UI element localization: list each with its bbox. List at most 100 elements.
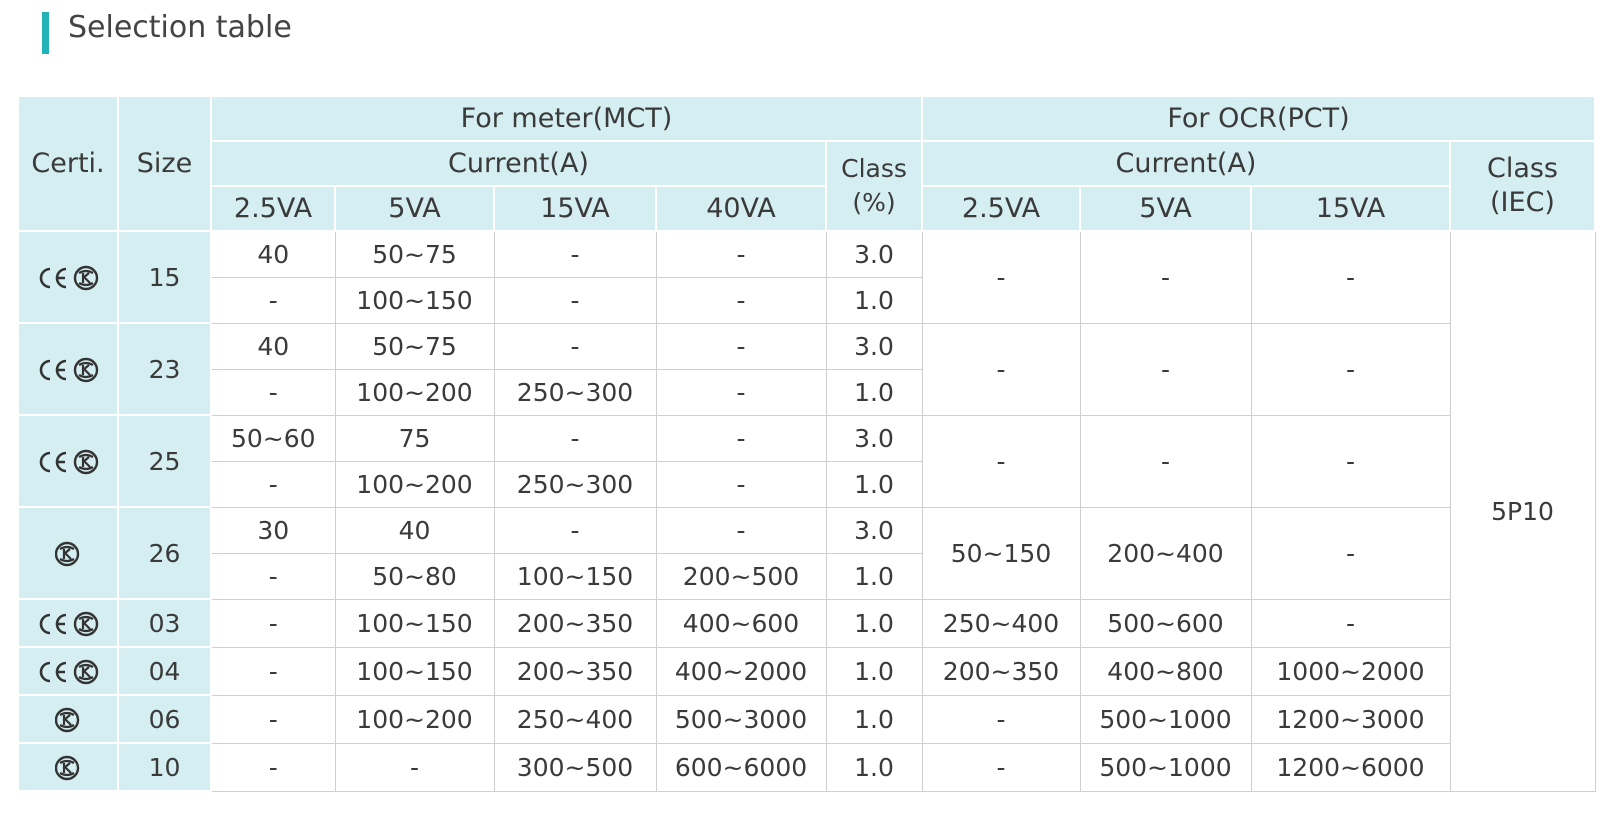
cert-mark — [73, 611, 99, 636]
header-cell: 40VA — [655, 185, 827, 232]
header-cell: 2.5VA — [921, 185, 1081, 232]
pct-cell: - — [921, 322, 1081, 416]
pct-cell: 500~1000 — [1079, 694, 1252, 744]
pct-cell: - — [921, 414, 1081, 508]
table-row: 04-100~150 200~350 400~2000 1.0 200~350 400~8… — [17, 646, 1595, 696]
header-cell: Class (IEC) — [1449, 140, 1596, 232]
pct-cell: 250~400 — [921, 598, 1081, 648]
table-row: -100~200 250~300-1.0 — [18, 368, 1595, 416]
certi-cell — [17, 646, 119, 696]
size-cell: 26 — [117, 506, 212, 600]
header-cell: Current(A) — [210, 140, 827, 187]
mct-cell: 1.0 — [825, 694, 923, 744]
pct-cell: - — [1079, 322, 1252, 416]
header-cell: 5VA — [1079, 185, 1252, 232]
certi-cell — [17, 506, 119, 600]
mct-cell: 1.0 — [825, 460, 923, 508]
header-cell: Size — [117, 95, 212, 232]
mct-cell: - — [210, 460, 336, 508]
table-row: 06-100~200 250~400 500~3000 1.0-500~1000 120… — [17, 694, 1595, 744]
table-row: 26 30 40- -3.0 50~150 200~400- — [17, 506, 1595, 600]
table-row: -100~150- -1.0 — [18, 276, 1595, 324]
table-row: 25 50~60 75- -3.0- - - — [17, 414, 1595, 508]
certi-marks — [54, 707, 80, 732]
mct-cell: 250~300 — [493, 368, 657, 416]
certi-marks — [39, 449, 99, 474]
mct-cell: - — [334, 742, 495, 792]
header-cell: 15VA — [493, 185, 657, 232]
table-row: -50~80 100~150 200~500 1.0 — [18, 552, 1595, 600]
header-line: Class — [1486, 153, 1559, 184]
pct-cell: - — [921, 694, 1081, 744]
mct-cell: - — [210, 368, 336, 416]
pct-cell: 1200~3000 — [1250, 694, 1451, 744]
cert-mark — [54, 707, 80, 732]
mct-cell: 250~300 — [493, 460, 657, 508]
mct-cell: 100~200 — [334, 368, 495, 416]
mct-cell: 50~75 — [334, 322, 495, 370]
cert-mark — [39, 661, 67, 682]
mct-cell: 600~6000 — [655, 742, 827, 792]
header-cell: 2.5VA — [210, 185, 336, 232]
mct-cell: - — [493, 414, 657, 462]
mct-cell: 100~150 — [334, 276, 495, 324]
header-line: (IEC) — [1490, 187, 1555, 218]
mct-cell: 200~350 — [493, 598, 657, 648]
mct-cell: 400~2000 — [655, 646, 827, 696]
mct-cell: - — [210, 598, 336, 648]
pct-cell: - — [1079, 230, 1252, 324]
mct-cell: - — [655, 414, 827, 462]
pct-cell: 400~800 — [1079, 646, 1252, 696]
certi-marks — [39, 357, 99, 382]
mct-cell: - — [655, 230, 827, 278]
pct-cell: - — [921, 230, 1081, 324]
mct-cell: - — [655, 368, 827, 416]
cert-mark — [39, 359, 67, 380]
pct-cell: - — [921, 742, 1081, 792]
mct-cell: - — [493, 506, 657, 554]
mct-cell: 200~350 — [493, 646, 657, 696]
mct-cell: 1.0 — [825, 552, 923, 600]
mct-cell: 100~200 — [334, 694, 495, 744]
size-cell: 10 — [117, 742, 212, 792]
pct-cell: 200~400 — [1079, 506, 1252, 600]
header-line: Class — [841, 154, 907, 183]
size-cell: 25 — [117, 414, 212, 508]
mct-cell: - — [655, 276, 827, 324]
mct-cell: 40 — [334, 506, 495, 554]
mct-cell: - — [210, 694, 336, 744]
cert-mark — [39, 613, 67, 634]
pct-cell: - — [1250, 322, 1451, 416]
mct-cell: 75 — [334, 414, 495, 462]
pct-cell: 500~600 — [1079, 598, 1252, 648]
mct-cell: 400~600 — [655, 598, 827, 648]
size-cell: 03 — [117, 598, 212, 648]
size-cell: 15 — [117, 230, 212, 324]
header-cell: For meter(MCT) — [210, 95, 923, 142]
selection-table: Certi. Size For meter(MCT) For OCR(PCT) … — [17, 95, 1596, 792]
cert-mark — [54, 755, 80, 780]
mct-cell: 50~75 — [334, 230, 495, 278]
certi-marks — [39, 611, 99, 636]
certi-marks — [39, 265, 99, 290]
mct-cell: 100~150 — [334, 646, 495, 696]
header-cell: Class (%) — [825, 140, 923, 232]
table-row: 23 40 50~75- -3.0- - - — [17, 322, 1595, 416]
mct-cell: 1.0 — [825, 646, 923, 696]
header-cell: 15VA — [1250, 185, 1451, 232]
mct-cell: 3.0 — [825, 230, 923, 278]
mct-cell: - — [493, 322, 657, 370]
pct-cell: - — [1250, 230, 1451, 324]
mct-cell: 30 — [210, 506, 336, 554]
mct-cell: 40 — [210, 322, 336, 370]
pct-cell: - — [1250, 506, 1451, 600]
certi-cell — [17, 742, 119, 792]
cert-mark — [73, 357, 99, 382]
title-bar — [42, 12, 49, 54]
table-row: -100~200 250~300-1.0 — [18, 460, 1595, 508]
table-row: 03-100~150 200~350 400~600 1.0 250~400 500~60… — [17, 598, 1595, 648]
mct-cell: - — [210, 646, 336, 696]
certi-cell — [17, 322, 119, 416]
mct-cell: 40 — [210, 230, 336, 278]
